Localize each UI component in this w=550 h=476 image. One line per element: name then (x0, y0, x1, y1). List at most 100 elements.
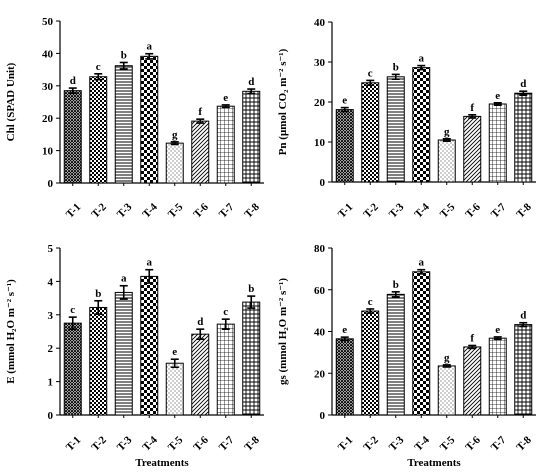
bar-t-8 (242, 90, 261, 184)
x-tick-label: T-6 (463, 201, 483, 221)
bar-t-6 (463, 346, 482, 416)
bar-t-4 (412, 67, 431, 183)
significance-letter: c (368, 296, 373, 308)
bar-t-7 (216, 105, 235, 184)
bar-t-4 (140, 55, 159, 184)
x-tick-label: T-4 (412, 434, 432, 454)
x-tick-label: T-7 (489, 434, 509, 454)
bar-t-2 (89, 76, 108, 184)
significance-letter: e (342, 324, 347, 336)
significance-letter: f (470, 102, 474, 114)
y-tick-label: 20 (314, 97, 326, 109)
y-tick-label: 1 (48, 377, 54, 389)
y-tick-label: 80 (314, 243, 326, 255)
y-axis-title: E (mmol H₂O m⁻² s⁻¹) (5, 279, 17, 384)
y-tick-label: 2 (48, 343, 54, 355)
bar-t-4 (140, 275, 159, 416)
bar-t-8 (514, 92, 533, 183)
x-tick-label: T-7 (217, 201, 237, 221)
x-tick-label: T-2 (89, 434, 109, 454)
bar-t-4 (412, 271, 431, 416)
e-chart: 0 1 2 3 4 5 E (mmol H₂O m⁻² s⁻¹) c T-1 b T-2 a T-3 a T… (5, 243, 264, 469)
x-tick-label: T-8 (242, 434, 262, 454)
bar-t-2 (361, 82, 380, 183)
bar-t-5 (165, 362, 184, 416)
significance-letter: b (393, 279, 399, 291)
x-tick-label: T-4 (412, 201, 432, 221)
y-tick-label: 60 (314, 285, 326, 297)
x-axis-title: Treatments (407, 457, 461, 469)
y-tick-label: 0 (48, 178, 54, 190)
bar-t-2 (89, 306, 108, 416)
bar-t-5 (437, 139, 456, 183)
significance-letter: a (121, 273, 127, 285)
significance-letter: c (223, 306, 228, 318)
pn-chart: 0 10 20 30 40 Pn (μmol CO₂ m⁻² s⁻¹) e T-1 c T-2 b T… (277, 17, 536, 221)
significance-letter: b (95, 288, 101, 300)
y-tick-label: 20 (42, 113, 54, 125)
x-tick-label: T-6 (191, 434, 211, 454)
x-tick-label: T-4 (140, 201, 160, 221)
bar-t-3 (386, 76, 405, 183)
y-tick-label: 0 (320, 410, 326, 422)
y-tick-label: 4 (48, 276, 54, 288)
significance-letter: e (172, 346, 177, 358)
significance-letter: e (495, 324, 500, 336)
significance-letter: a (147, 257, 153, 269)
bar-t-8 (242, 301, 261, 416)
x-tick-label: T-3 (387, 434, 407, 454)
bar-t-3 (114, 65, 133, 184)
x-tick-label: T-1 (336, 434, 355, 453)
y-tick-label: 40 (314, 17, 326, 29)
x-tick-label: T-4 (140, 434, 160, 454)
y-tick-label: 50 (42, 16, 54, 28)
significance-letter: b (393, 61, 399, 73)
y-tick-label: 20 (314, 368, 326, 380)
bar-t-8 (514, 324, 533, 416)
significance-letter: a (419, 53, 425, 65)
significance-letter: d (520, 78, 526, 90)
bar-t-7 (488, 103, 507, 183)
x-tick-label: T-3 (115, 434, 135, 454)
significance-letter: a (147, 41, 153, 53)
bar-t-5 (165, 142, 184, 184)
bar-t-6 (191, 333, 210, 416)
y-axis-title: Chl (SPAD Unit) (5, 62, 17, 141)
y-tick-label: 0 (48, 410, 54, 422)
y-axis-title: Pn (μmol CO₂ m⁻² s⁻¹) (277, 48, 289, 155)
bar-t-6 (191, 120, 210, 184)
x-tick-label: T-7 (489, 201, 509, 221)
significance-letter: a (419, 257, 425, 269)
significance-letter: d (70, 75, 76, 87)
y-tick-label: 40 (42, 48, 54, 60)
bar-t-1 (335, 338, 354, 416)
x-tick-label: T-1 (336, 201, 355, 220)
x-tick-label: T-6 (463, 434, 483, 454)
bar-t-2 (361, 310, 380, 416)
x-tick-label: T-6 (191, 201, 211, 221)
significance-letter: c (70, 304, 75, 316)
significance-letter: g (172, 129, 178, 141)
significance-letter: c (368, 67, 373, 79)
significance-letter: d (520, 310, 526, 322)
significance-letter: d (248, 76, 254, 88)
y-tick-label: 3 (48, 310, 54, 322)
significance-letter: g (444, 352, 450, 364)
significance-letter: e (342, 95, 347, 107)
bar-t-3 (114, 291, 133, 416)
significance-letter: e (223, 92, 228, 104)
x-tick-label: T-2 (89, 201, 109, 221)
x-tick-label: T-8 (242, 201, 262, 221)
x-tick-label: T-2 (361, 201, 381, 221)
significance-letter: g (444, 126, 450, 138)
x-tick-label: T-5 (166, 434, 186, 454)
y-axis-title: gs (mmol H₂O m⁻² s⁻¹) (277, 278, 289, 385)
bar-t-1 (63, 322, 82, 416)
significance-letter: b (121, 49, 127, 61)
significance-letter: b (248, 283, 254, 295)
significance-letter: c (96, 61, 101, 73)
bar-t-7 (216, 323, 235, 416)
y-tick-label: 5 (48, 243, 54, 255)
y-tick-label: 30 (314, 57, 326, 69)
